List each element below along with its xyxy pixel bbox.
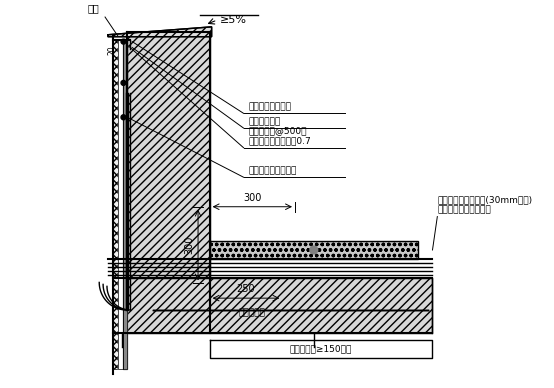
Circle shape [121, 39, 126, 44]
Text: 水泥钉或钉@500，
防锈金属压杆，厚度0.7: 水泥钉或钉@500， 防锈金属压杆，厚度0.7 [248, 126, 311, 146]
Bar [127, 32, 209, 310]
Text: 非固构柔性防水材严: 非固构柔性防水材严 [248, 166, 297, 175]
Text: ≥5%: ≥5% [219, 15, 247, 25]
Polygon shape [209, 340, 433, 358]
Bar [113, 279, 433, 333]
Text: 300: 300 [184, 236, 194, 254]
Text: 细石混凝土≥150厚层: 细石混凝土≥150厚层 [290, 345, 352, 354]
Text: 非固构密封胶嵌严: 非固构密封胶嵌严 [248, 102, 291, 111]
Polygon shape [124, 39, 127, 369]
Bar [209, 241, 418, 259]
Polygon shape [117, 39, 124, 369]
Text: 附加防水层: 附加防水层 [239, 308, 265, 317]
Bar [113, 39, 117, 369]
Text: 250: 250 [237, 284, 255, 294]
Circle shape [121, 80, 126, 85]
Text: 密闭嵌密封胶嵌收头(30mm宽缝)
聚乙烯泡沫填缝料填充: 密闭嵌密封胶嵌收头(30mm宽缝) 聚乙烯泡沫填缝料填充 [437, 195, 532, 215]
Circle shape [310, 246, 317, 254]
Text: 300: 300 [243, 193, 261, 203]
Polygon shape [2, 5, 538, 386]
Text: 20: 20 [107, 46, 116, 55]
Text: 镀锌金属盖板: 镀锌金属盖板 [248, 117, 281, 126]
Text: 压顶: 压顶 [88, 3, 99, 13]
Circle shape [121, 115, 126, 120]
Polygon shape [108, 27, 212, 37]
